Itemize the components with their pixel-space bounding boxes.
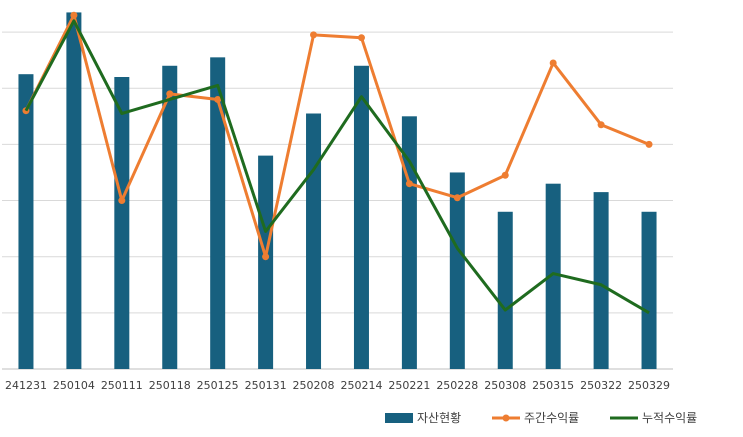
legend-swatch-자산현황 xyxy=(385,413,413,423)
bar-250221 xyxy=(401,116,417,369)
point-주간수익률-250125 xyxy=(214,95,222,103)
bar-250118 xyxy=(162,65,178,370)
point-주간수익률-250308 xyxy=(501,171,509,179)
legend-label: 누적수익률 xyxy=(642,411,697,425)
point-주간수익률-250228 xyxy=(453,194,461,202)
x-tick-label: 250221 xyxy=(388,379,430,392)
bar-250125 xyxy=(210,57,226,369)
bar-250111 xyxy=(114,77,130,369)
bar-250228 xyxy=(449,172,465,369)
x-tick-label: 250111 xyxy=(101,379,143,392)
x-axis-tick-labels: 241231 250104 250111 250118 250125 250131 2502… xyxy=(5,379,670,392)
bar-250214 xyxy=(353,65,369,370)
line-series xyxy=(22,11,653,315)
x-tick-label: 250322 xyxy=(580,379,622,392)
bar-250308 xyxy=(497,211,513,369)
gridlines xyxy=(2,31,673,370)
point-주간수익률-250329 xyxy=(645,140,653,148)
x-tick-label: 250125 xyxy=(197,379,239,392)
bar-250208 xyxy=(306,113,322,369)
point-주간수익률-250214 xyxy=(357,34,365,42)
bar-250131 xyxy=(258,155,274,369)
line-누적수익률 xyxy=(24,19,650,315)
point-주간수익률-250104 xyxy=(70,11,78,19)
bar-250322 xyxy=(593,192,609,369)
point-주간수익률-250111 xyxy=(118,197,126,205)
point-주간수익률-250131 xyxy=(262,253,270,261)
bar-241231 xyxy=(18,74,34,369)
x-tick-label: 250118 xyxy=(149,379,191,392)
x-tick-label: 250131 xyxy=(245,379,287,392)
x-tick-label: 250329 xyxy=(628,379,670,392)
legend: 자산현황 주간수익률 누적수익률 xyxy=(385,411,697,425)
legend-marker-주간수익률 xyxy=(502,414,510,422)
x-tick-label: 250208 xyxy=(293,379,335,392)
x-tick-label: 250104 xyxy=(53,379,95,392)
bar-250329 xyxy=(641,211,657,369)
x-tick-label: 241231 xyxy=(5,379,47,392)
x-tick-label: 250315 xyxy=(532,379,574,392)
bar-250315 xyxy=(545,183,561,369)
x-tick-label: 250228 xyxy=(436,379,478,392)
legend-label: 주간수익률 xyxy=(524,411,579,425)
point-주간수익률-250208 xyxy=(310,31,318,39)
point-주간수익률-250315 xyxy=(549,59,557,67)
x-tick-label: 250214 xyxy=(340,379,382,392)
bar-series xyxy=(18,12,657,370)
bar-250104 xyxy=(66,12,82,370)
point-주간수익률-250118 xyxy=(166,90,174,98)
legend-label: 자산현황 xyxy=(417,411,461,425)
x-tick-label: 250308 xyxy=(484,379,526,392)
point-주간수익률-250322 xyxy=(597,121,605,129)
point-주간수익률-250221 xyxy=(405,180,413,188)
line-주간수익률 xyxy=(24,13,650,259)
